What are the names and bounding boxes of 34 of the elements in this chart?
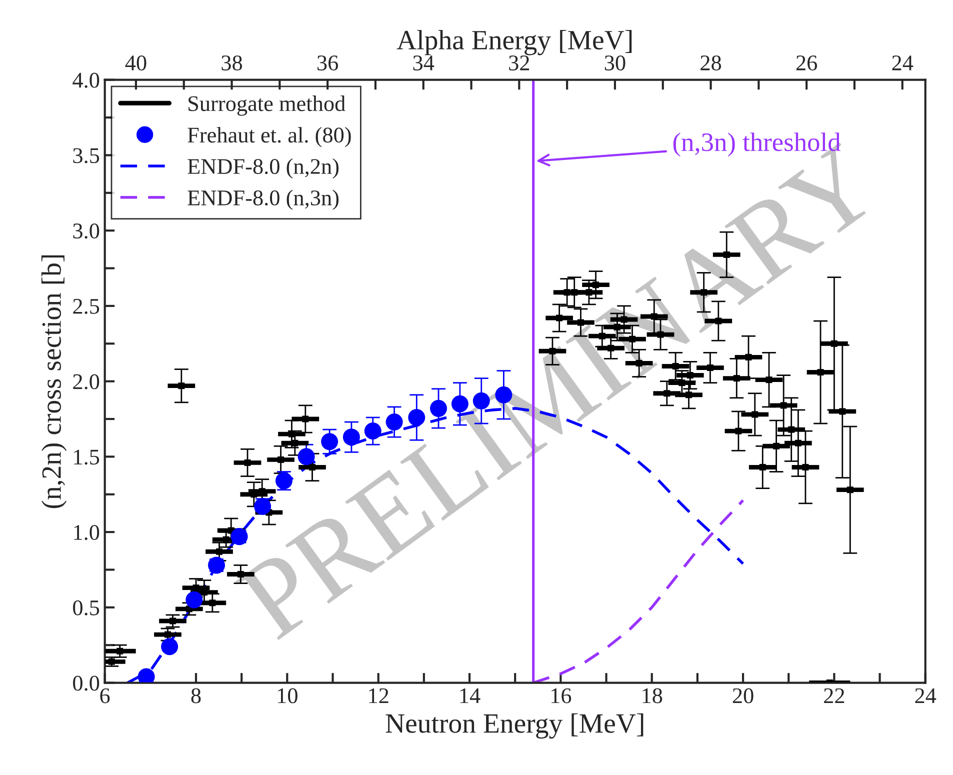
y-tick-label: 1.0 bbox=[74, 524, 100, 540]
x-tick-label: 24 bbox=[915, 688, 936, 704]
y-tick-label: 2.5 bbox=[73, 298, 100, 314]
y-tick-label: 0.5 bbox=[73, 600, 100, 616]
y-tick-label: 1.5 bbox=[74, 450, 100, 465]
x-tick-label: 12 bbox=[369, 688, 388, 704]
x2-tick-label: 28 bbox=[700, 55, 722, 70]
x2-tick-label: 36 bbox=[318, 56, 338, 70]
x2-tick-label: 32 bbox=[509, 56, 530, 70]
x2-tick-label: 40 bbox=[125, 55, 146, 70]
x-tick-label: 22 bbox=[824, 688, 844, 704]
point bbox=[186, 591, 203, 608]
legend-label: Surrogate method bbox=[188, 96, 346, 116]
x2-tick-label: 24 bbox=[892, 56, 914, 70]
x-tick-label: 14 bbox=[460, 688, 480, 704]
x2-tick-label: 38 bbox=[222, 55, 242, 70]
x-tick-label: 20 bbox=[732, 688, 754, 704]
x-tick-label: 8 bbox=[191, 688, 201, 704]
y-tick-label: 3.5 bbox=[73, 148, 100, 164]
x-tick-label: 6 bbox=[100, 688, 110, 704]
y-tick-label: 2.0 bbox=[73, 374, 100, 390]
y-tick-label: 0.0 bbox=[73, 676, 100, 691]
x-axis-title: Neutron Energy [MeV] bbox=[386, 713, 644, 739]
x2-axis-title: Alpha Energy [MeV] bbox=[396, 30, 632, 56]
y-tick-label: 3.0 bbox=[73, 223, 100, 239]
x-tick-label: 16 bbox=[552, 688, 572, 704]
x-tick-label: 18 bbox=[642, 688, 662, 704]
y-tick-label: 4.0 bbox=[72, 72, 100, 88]
x2-tick-label: 34 bbox=[413, 56, 434, 70]
y-axis-title: (n,2n) cross section [b] bbox=[41, 255, 67, 508]
x-tick-label: 10 bbox=[278, 688, 298, 704]
point bbox=[161, 638, 178, 656]
x2-tick-label: 26 bbox=[796, 56, 818, 70]
x2-tick-label: 30 bbox=[604, 55, 626, 70]
